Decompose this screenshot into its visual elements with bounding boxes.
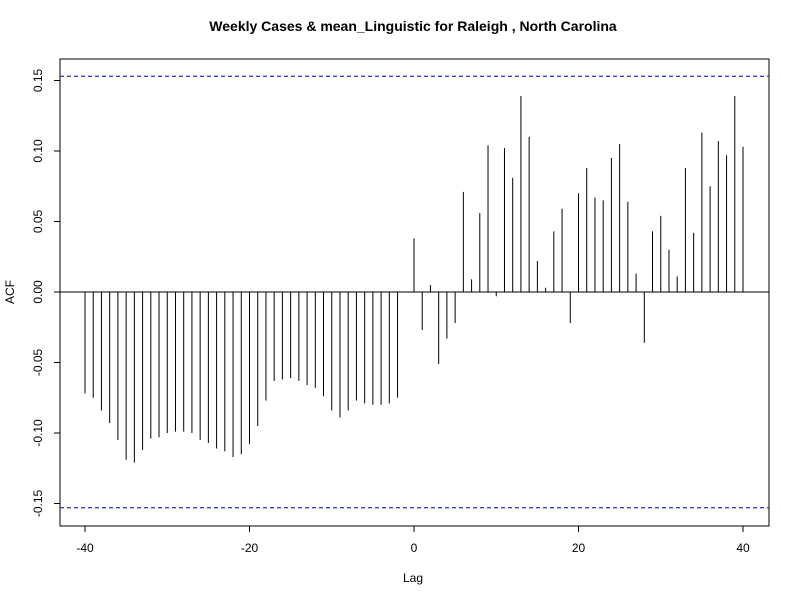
x-tick-label: -20 — [241, 541, 259, 555]
y-tick-label: -0.10 — [31, 419, 45, 447]
x-axis: -40 -20 0 20 40 — [76, 525, 750, 555]
y-tick-label: 0.00 — [31, 280, 45, 304]
x-axis-label: Lag — [403, 571, 423, 585]
y-tick-label: 0.10 — [31, 139, 45, 163]
x-tick-label: 0 — [411, 541, 418, 555]
y-tick-label: 0.05 — [31, 209, 45, 233]
x-tick-label: 40 — [736, 541, 750, 555]
y-tick-label: -0.15 — [31, 490, 45, 518]
y-axis: -0.15 -0.10 -0.05 0.00 0.05 0.10 0.15 — [31, 68, 61, 518]
acf-bars — [84, 96, 744, 463]
x-tick-label: 20 — [572, 541, 586, 555]
y-tick-label: 0.15 — [31, 68, 45, 92]
y-axis-label: ACF — [3, 280, 17, 304]
y-tick-label: -0.05 — [31, 349, 45, 377]
chart-title: Weekly Cases & mean_Linguistic for Ralei… — [209, 18, 617, 34]
x-tick-label: -40 — [76, 541, 94, 555]
